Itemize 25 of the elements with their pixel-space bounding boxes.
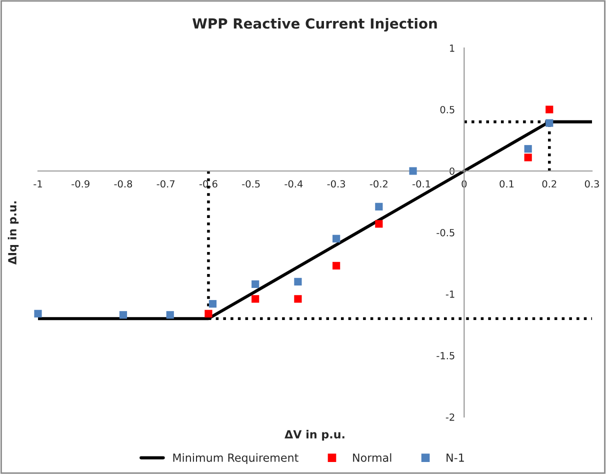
y-tick-label: -1	[446, 290, 454, 298]
x-tick-label: -0.9	[72, 180, 90, 188]
x-tick-label: -0.3	[327, 180, 346, 188]
chart-title: WPP Reactive Current Injection	[192, 18, 437, 32]
y-tick-label: 1	[450, 44, 454, 52]
x-tick-label: 0.1	[500, 180, 514, 188]
x-tick-label: -0.6	[199, 180, 218, 188]
x-tick-label: -0.8	[114, 180, 132, 188]
y-tick-label: 0.5	[440, 106, 454, 114]
legend-label: Normal	[353, 453, 392, 462]
x-tick-label: -0.7	[156, 180, 174, 188]
x-tick-label: -0.2	[370, 180, 388, 188]
y-tick-label: -0.5	[436, 228, 454, 236]
y-axis-title: ΔIq in p.u.	[8, 201, 19, 265]
x-axis-title: ΔV in p.u.	[284, 430, 344, 441]
y-tick-label: -2	[446, 413, 454, 421]
x-tick-label: -0.4	[284, 180, 303, 188]
legend-label: N-1	[446, 454, 464, 462]
x-tick-label: -0.1	[412, 180, 430, 188]
y-tick-label: -1.5	[436, 352, 454, 360]
x-tick-label: -1	[34, 180, 42, 188]
x-tick-label: 0.3	[584, 180, 599, 188]
x-tick-label: -0.5	[242, 180, 260, 188]
x-tick-label: 0.2	[542, 180, 556, 188]
legend-label: Minimum Requirement	[173, 453, 298, 464]
